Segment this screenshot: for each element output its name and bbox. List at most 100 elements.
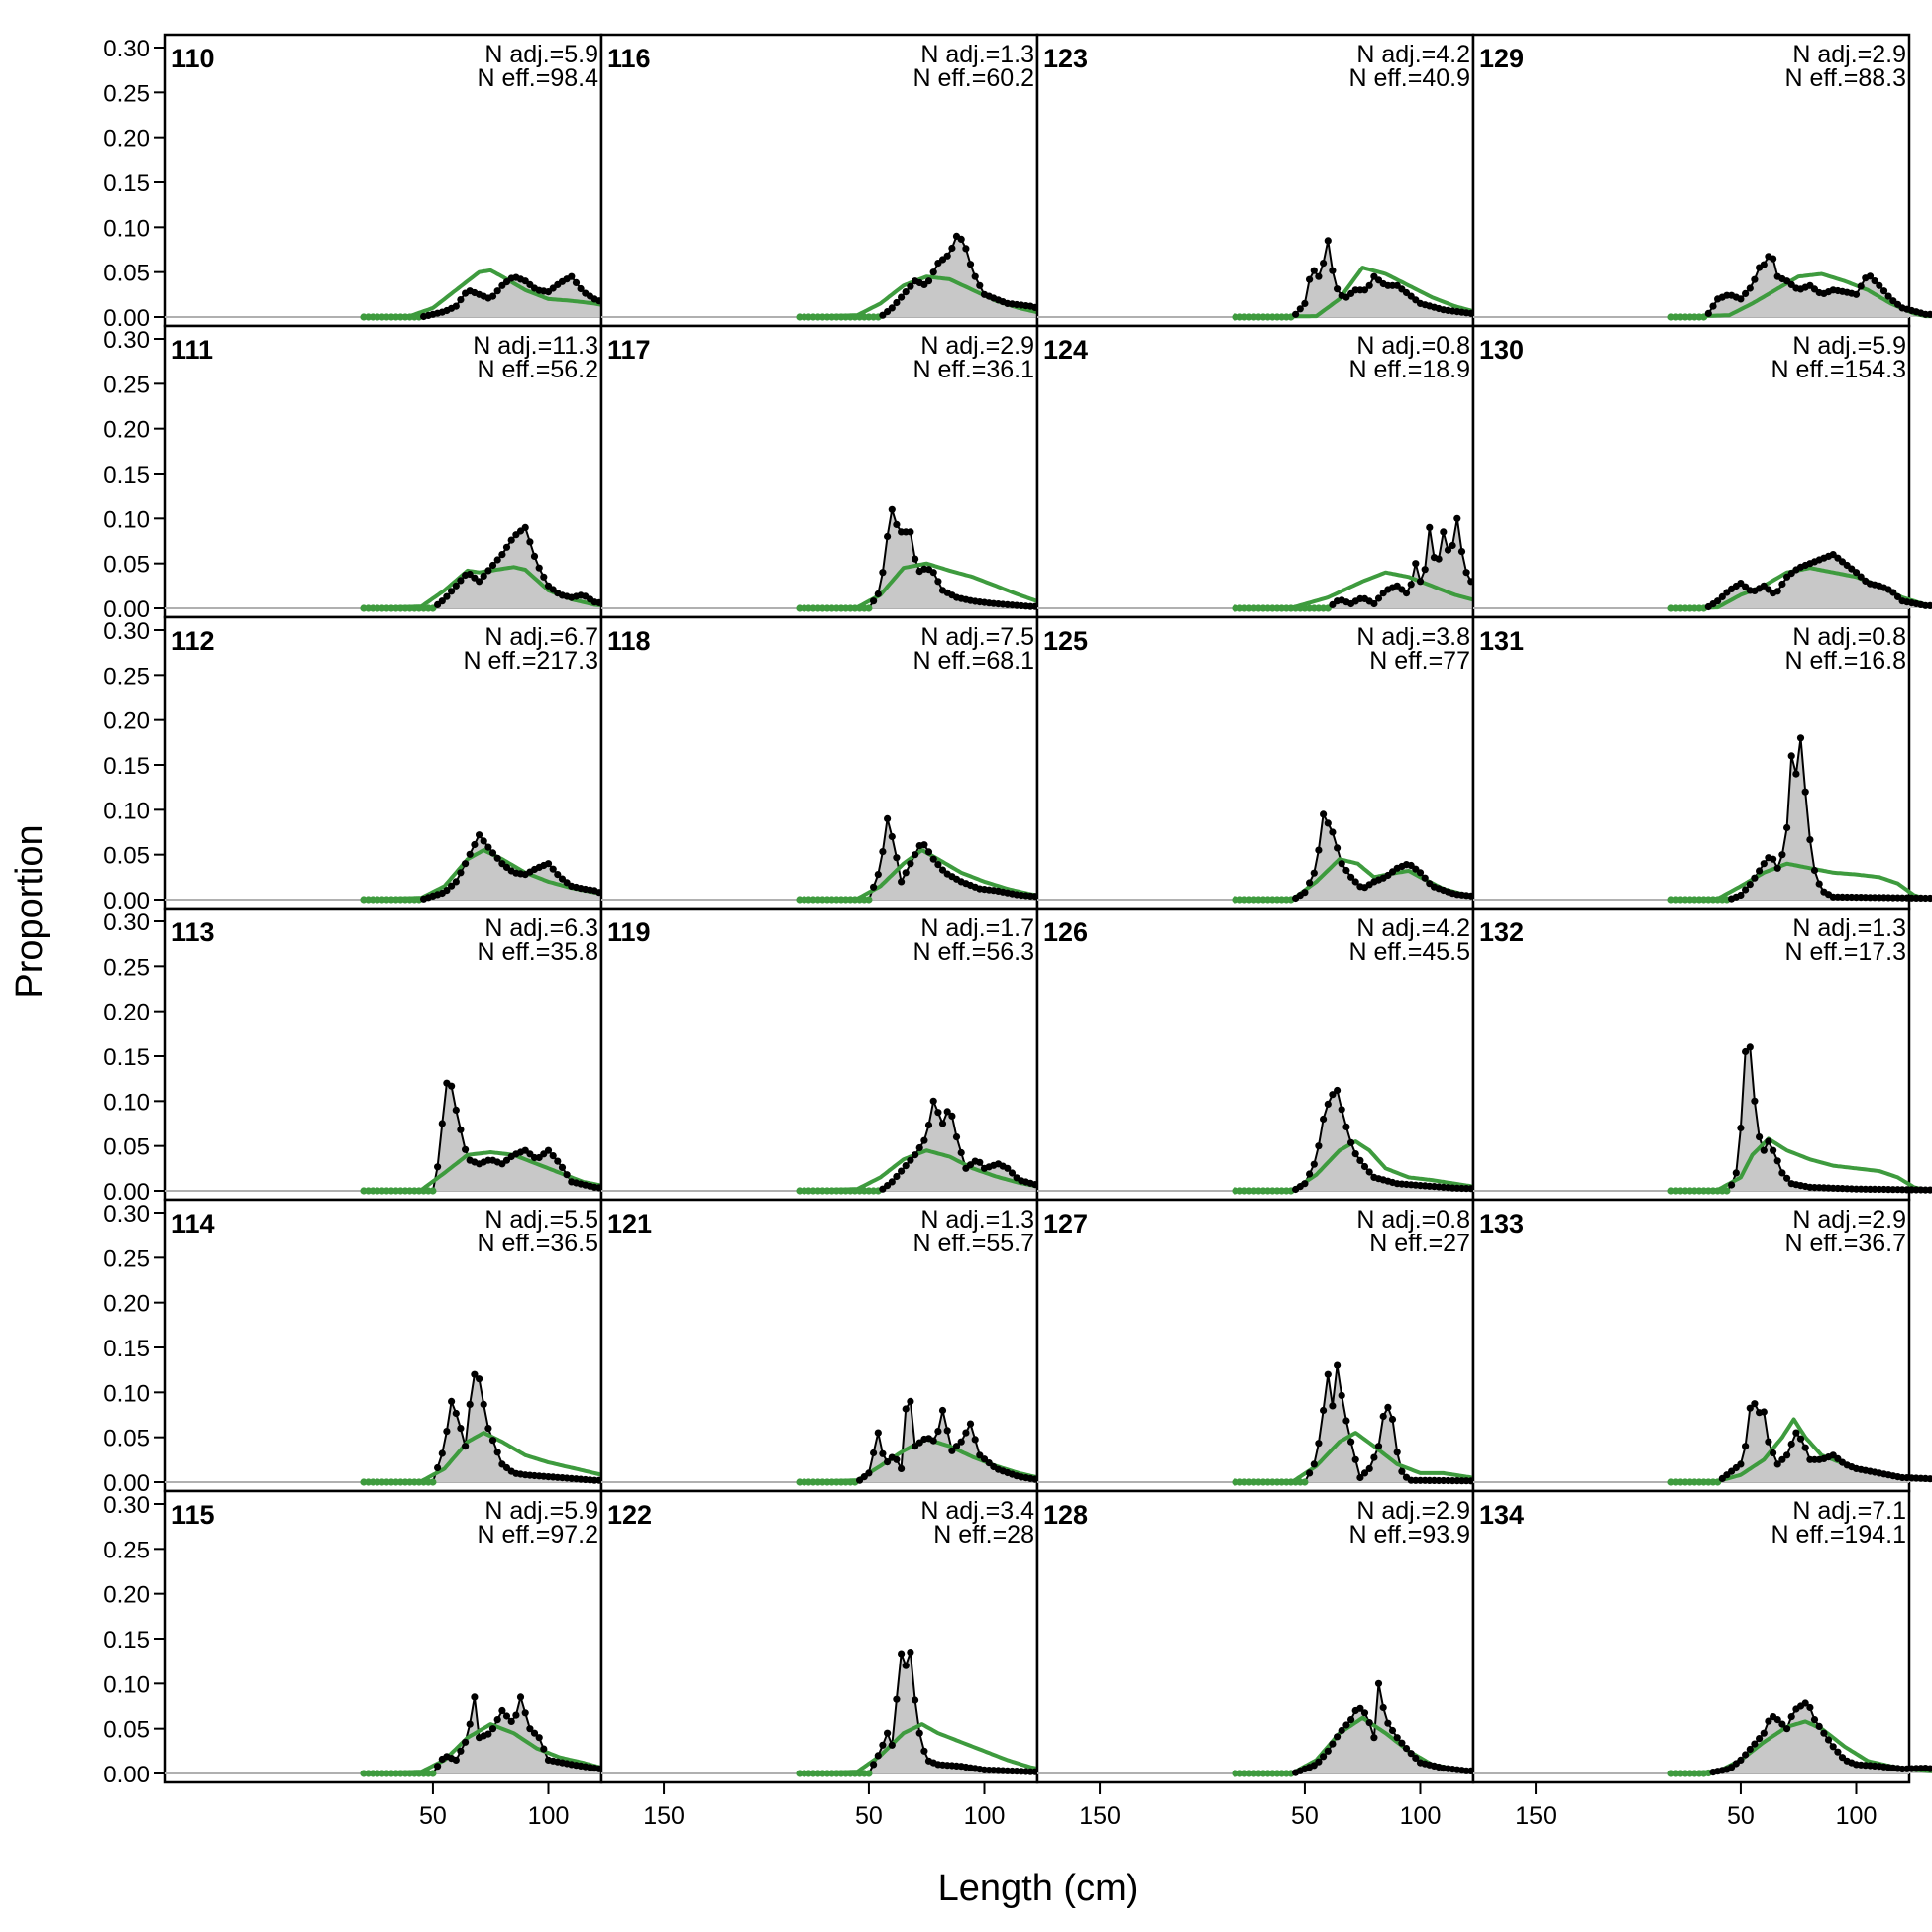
n-eff-label: N eff.=27 [1369, 1230, 1470, 1257]
observed-point [443, 592, 451, 600]
observed-point [1773, 1157, 1781, 1165]
panel-130: 130 N adj.=5.9N eff.=154.3 [1471, 324, 1932, 619]
observed-point [898, 293, 906, 301]
observed-point [1310, 869, 1318, 877]
observed-point [452, 1106, 460, 1114]
observed-point [1742, 1751, 1750, 1759]
observed-point [1810, 866, 1819, 875]
n-adj-label: N adj.=2.9 [920, 332, 1034, 360]
observed-point [1457, 548, 1466, 556]
observed-point [884, 532, 892, 541]
observed-point [488, 849, 497, 857]
observed-point [530, 1729, 539, 1737]
observed-point [1421, 874, 1429, 882]
observed-point [1351, 878, 1359, 886]
observed-point [1792, 770, 1800, 778]
observed-point [907, 1649, 914, 1657]
observed-point [1329, 1402, 1337, 1410]
observed-point [902, 1162, 910, 1170]
observed-point [1374, 1679, 1383, 1687]
observed-point [448, 1082, 456, 1090]
observed-point [1306, 1170, 1314, 1178]
observed-point [1709, 302, 1717, 310]
observed-point [957, 1438, 965, 1446]
observed-point [888, 1178, 896, 1186]
observed-point [1801, 1699, 1809, 1707]
observed-point [535, 564, 543, 572]
observed-point [1402, 590, 1411, 597]
n-eff-label: N eff.=36.1 [912, 356, 1034, 383]
observed-point [1926, 310, 1932, 318]
observed-point [934, 578, 942, 586]
panel-frame [1471, 1489, 1911, 1784]
observed-point [1732, 1169, 1740, 1177]
observed-point [1756, 867, 1764, 875]
observed-point [429, 1187, 437, 1195]
y-tick-label: 0.00 [103, 596, 150, 623]
observed-point [1310, 1460, 1318, 1468]
panel-113: 113 N adj.=6.3N eff.=35.8 [163, 907, 737, 1202]
y-axis-row-6: 0.00 0.05 0.10 0.15 0.20 0.25 0.30 [103, 1492, 165, 1788]
observed-point [976, 1158, 984, 1166]
n-eff-label: N eff.=40.9 [1348, 64, 1470, 92]
observed-point [1292, 310, 1300, 318]
observed-point [1760, 1146, 1768, 1154]
n-adj-label: N adj.=5.9 [484, 1497, 598, 1525]
observed-point [544, 860, 553, 868]
observed-point [1801, 1444, 1809, 1451]
n-adj-label: N adj.=3.8 [1356, 623, 1470, 651]
observed-point [488, 292, 497, 300]
observed-point [558, 1163, 567, 1171]
observed-point [1866, 272, 1875, 280]
n-adj-label: N adj.=3.4 [920, 1497, 1034, 1525]
observed-area [1235, 813, 1605, 900]
y-tick-label: 0.00 [103, 305, 150, 332]
observed-point [1347, 1138, 1355, 1146]
observed-point [1338, 860, 1345, 868]
expected-line [1671, 861, 1932, 902]
n-adj-label: N adj.=7.1 [1792, 1497, 1906, 1525]
x-tick-label: 100 [528, 1802, 570, 1830]
observed-point [471, 840, 479, 849]
observed-point [1301, 1180, 1309, 1188]
x-axis-col-1: 50 100 150 [419, 1782, 685, 1830]
observed-point [1787, 1440, 1795, 1449]
observed-point [1926, 1765, 1932, 1772]
observed-point [480, 572, 487, 580]
observed-point [1360, 1469, 1369, 1477]
observed-point [948, 1112, 956, 1120]
observed-point [938, 1120, 947, 1127]
observed-point [952, 1133, 961, 1141]
x-axes: 50100150501001505010015050100150 [419, 1782, 1877, 1830]
observed-point [1342, 1123, 1350, 1130]
panel-114: 114 N adj.=5.5N eff.=36.5 [163, 1198, 737, 1493]
observed-point [898, 878, 906, 886]
observed-point [1379, 1703, 1387, 1712]
observed-point [476, 578, 483, 586]
observed-point [879, 569, 887, 577]
observed-point [1751, 1097, 1759, 1105]
observed-point [1374, 1443, 1383, 1450]
observed-area [1235, 240, 1605, 317]
panel-frame [1035, 907, 1475, 1202]
observed-point [549, 1152, 557, 1160]
n-adj-label: N adj.=0.8 [1356, 332, 1470, 360]
observed-point [874, 1752, 882, 1760]
observed-point [1926, 894, 1932, 903]
panel-id-label: 131 [1479, 626, 1524, 656]
observed-point [957, 235, 965, 243]
observed-point [884, 1729, 892, 1737]
observed-point [1449, 541, 1456, 550]
y-tick-label: 0.30 [103, 1492, 150, 1519]
observed-point [512, 1711, 520, 1719]
observed-point [1760, 261, 1768, 268]
observed-point [924, 1121, 933, 1129]
observed-point [1746, 1745, 1754, 1754]
observed-point [874, 1429, 882, 1437]
observed-point [884, 814, 892, 822]
n-eff-label: N eff.=98.4 [477, 64, 598, 92]
observed-point [907, 860, 914, 868]
observed-point [1435, 555, 1443, 563]
observed-point [572, 278, 581, 286]
